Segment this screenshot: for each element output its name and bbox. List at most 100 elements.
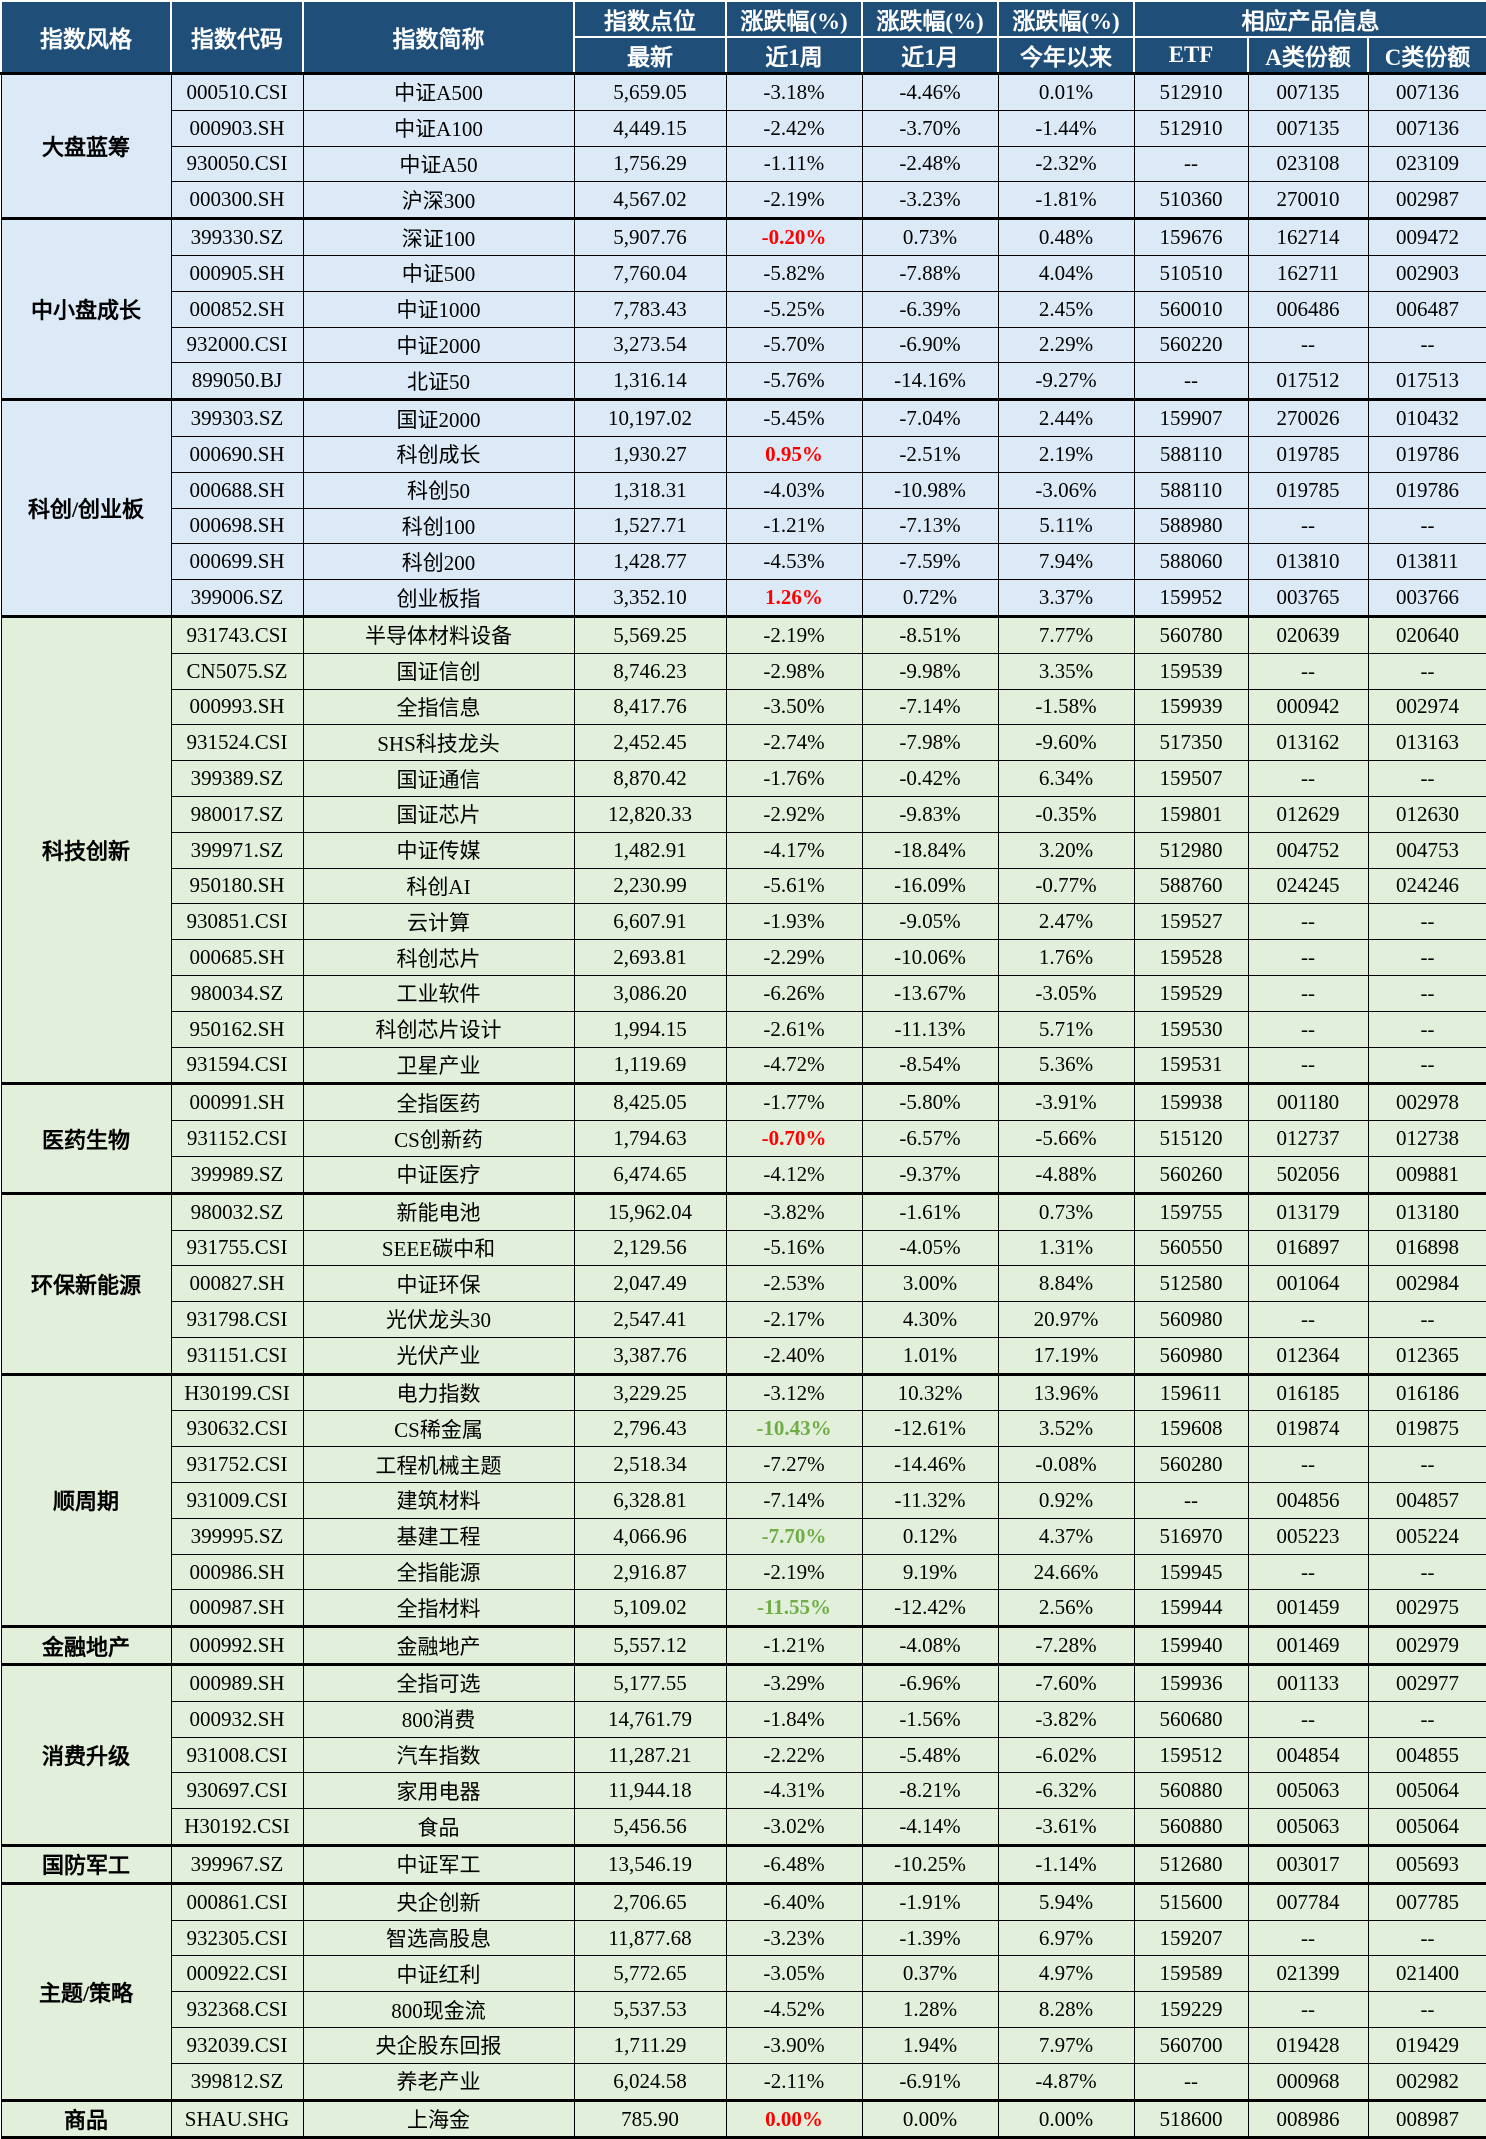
cell-share-a-code: 001064 [1247,1265,1369,1303]
cell-share-c-code: -- [1367,939,1486,976]
cell-points-latest: 1,316.14 [573,362,727,401]
cell-share-c-code: -- [1367,903,1486,941]
cell-change-week: -3.12% [725,1372,863,1412]
cell-index-code: 000510.CSI [170,72,304,111]
cell-share-a-code: 019785 [1247,471,1369,509]
cell-change-week: -1.21% [725,507,863,545]
cell-change-ytd: 13.96% [997,1372,1135,1412]
cell-index-code: 930851.CSI [170,903,304,941]
cell-etf-code: 560880 [1133,1808,1249,1847]
cell-points-latest: 10,197.02 [573,398,727,437]
cell-share-c-code: 019786 [1367,471,1486,509]
cell-share-c-code: 005693 [1367,1844,1486,1884]
cell-share-c-code: 013811 [1367,543,1486,581]
cell-change-week: -4.12% [725,1155,863,1194]
cell-points-latest: 2,518.34 [573,1446,727,1484]
cell-index-name: 中证1000 [302,290,575,328]
cell-index-name: 科创50 [302,471,575,509]
cell-etf-code: 516970 [1133,1517,1249,1555]
cell-change-month: -11.32% [861,1482,999,1519]
cell-share-c-code: -- [1367,326,1486,364]
cell-share-c-code: 017513 [1367,362,1486,401]
cell-index-name: 工业软件 [302,974,575,1012]
cell-share-a-code: -- [1247,939,1369,976]
cell-change-ytd: 4.37% [997,1517,1135,1555]
table-row: 000986.SH 全指能源 2,916.87 -2.19% 9.19% 24.66% 15… [1,1553,1486,1591]
cell-points-latest: 5,109.02 [573,1589,727,1628]
cell-share-c-code: 012630 [1367,795,1486,833]
cell-points-latest: 8,425.05 [573,1082,727,1122]
table-row: 大盘蓝筹 000510.CSI 中证A500 5,659.05 -3.18% -4.46%… [0,71,1486,220]
cell-points-latest: 5,659.05 [573,72,727,111]
table-row: H30192.CSI 食品 5,456.56 -3.02% -4.14% -3.61% 56… [1,1808,1486,1847]
cell-change-week: -2.92% [725,795,863,833]
cell-share-a-code: 019428 [1247,2027,1369,2064]
cell-change-month: -14.16% [861,362,999,401]
table-row: 000987.SH 全指材料 5,109.02 -11.55% -12.42% 2.56%… [1,1589,1486,1628]
cell-share-a-code: -- [1247,652,1369,690]
cell-change-week: -1.21% [725,1625,863,1666]
cell-points-latest: 2,706.65 [573,1881,727,1921]
cell-index-name: 全指信息 [302,688,575,726]
cell-index-code: 931594.CSI [170,1046,304,1085]
cell-index-code: 399812.SZ [170,2062,304,2101]
cell-change-month: -6.90% [861,326,999,364]
cell-change-month: -4.46% [861,72,999,111]
cell-share-a-code: 013179 [1247,1191,1369,1231]
cell-etf-code: -- [1133,1482,1249,1519]
cell-index-code: 899050.BJ [170,362,304,401]
cell-points-latest: 15,962.04 [573,1191,727,1231]
cell-share-a-code: 016185 [1247,1372,1369,1412]
cell-points-latest: 5,177.55 [573,1663,727,1702]
col-header-index-name: 指数简称 [302,0,575,75]
cell-change-month: -9.05% [861,903,999,941]
cell-points-latest: 6,474.65 [573,1155,727,1194]
cell-share-c-code: 010432 [1367,398,1486,437]
cell-change-month: -4.05% [861,1229,999,1267]
cell-share-c-code: 004855 [1367,1736,1486,1774]
cell-share-c-code: 002977 [1367,1663,1486,1702]
cell-index-code: 931009.CSI [170,1482,304,1519]
cell-share-a-code: 000968 [1247,2062,1369,2101]
cell-index-code: 000300.SH [170,181,304,220]
cell-etf-code: -- [1133,2062,1249,2101]
cell-etf-code: 588110 [1133,435,1249,473]
table-row: 399995.SZ 基建工程 4,066.96 -7.70% 0.12% 4.37% 516… [1,1517,1486,1555]
cell-index-code: 399967.SZ [170,1844,304,1884]
subheader-week: 近1周 [725,36,863,75]
cell-points-latest: 2,047.49 [573,1265,727,1303]
cell-points-latest: 12,820.33 [573,795,727,833]
group-label: 主题/策略 [0,1881,172,2101]
cell-change-week: -5.82% [725,254,863,292]
cell-share-a-code: 021399 [1247,1955,1369,1993]
cell-change-ytd: 7.97% [997,2027,1135,2064]
cell-change-month: -6.91% [861,2062,999,2101]
cell-points-latest: 1,794.63 [573,1120,727,1157]
cell-index-name: 国证2000 [302,398,575,437]
cell-index-code: 000992.SH [170,1625,304,1666]
cell-change-ytd: 2.47% [997,903,1135,941]
cell-change-week: -5.45% [725,398,863,437]
cell-index-code: 000922.CSI [170,1955,304,1993]
cell-change-week: -2.40% [725,1336,863,1375]
table-row: 商品 SHAU.SHG 上海金 785.90 0.00% 0.00% 0.00% 518600… [0,2098,1486,2139]
cell-change-month: 0.37% [861,1955,999,1993]
cell-change-month: 0.00% [861,2098,999,2139]
cell-change-ytd: 8.28% [997,1991,1135,2029]
cell-index-code: 000690.SH [170,435,304,473]
cell-etf-code: 159527 [1133,903,1249,941]
cell-change-month: -7.04% [861,398,999,437]
table-row: 000932.SH 800消费 14,761.79 -1.84% -1.56% -3.82… [1,1700,1486,1738]
cell-points-latest: 5,456.56 [573,1808,727,1847]
cell-index-name: 养老产业 [302,2062,575,2101]
cell-points-latest: 6,607.91 [573,903,727,941]
cell-etf-code: 560010 [1133,290,1249,328]
cell-index-code: 000993.SH [170,688,304,726]
cell-etf-code: 560780 [1133,614,1249,654]
cell-change-week: -5.61% [725,867,863,905]
cell-share-c-code: 020640 [1367,614,1486,654]
cell-change-ytd: 2.56% [997,1589,1135,1628]
table-row: 000903.SH 中证A100 4,449.15 -2.42% -3.70% -1.44… [1,109,1486,147]
cell-index-code: 000986.SH [170,1553,304,1591]
cell-index-code: 399303.SZ [170,398,304,437]
